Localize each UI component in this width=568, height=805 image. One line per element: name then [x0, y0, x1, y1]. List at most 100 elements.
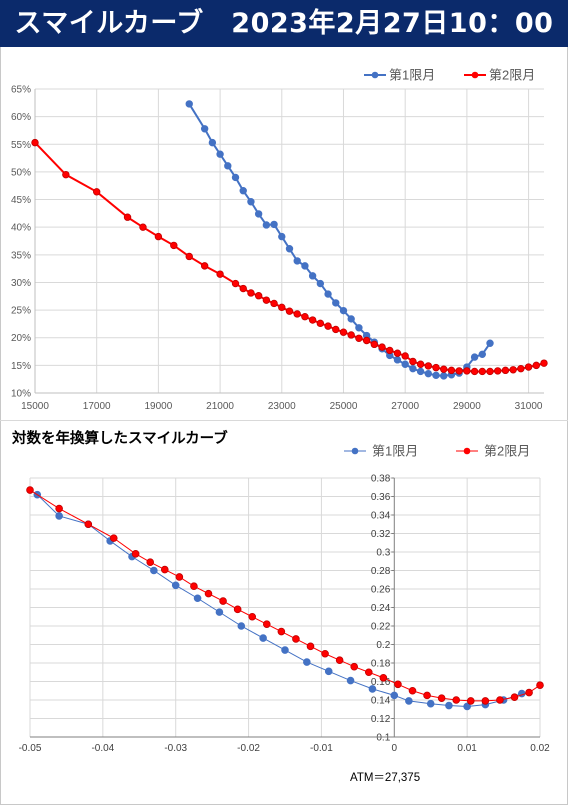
data-point-series-2 [332, 325, 340, 334]
series-line-2 [29, 489, 541, 702]
data-point-series-2 [185, 252, 193, 261]
data-point-series-1 [426, 699, 435, 708]
data-point-series-2 [306, 642, 315, 651]
data-point-series-2 [416, 360, 425, 368]
data-point-series-2 [254, 292, 263, 300]
data-point-series-1 [368, 685, 377, 693]
y-tick-label: 0.12 [371, 714, 391, 725]
data-point-series-2 [292, 635, 300, 643]
data-point-series-2 [350, 662, 359, 671]
data-point-series-2 [301, 313, 309, 321]
data-point-series-1 [224, 162, 232, 170]
y-tick-label: 0.34 [371, 511, 391, 522]
data-point-series-2 [424, 362, 433, 370]
x-tick-label: 29000 [453, 401, 481, 412]
y-tick-label: 45% [11, 195, 31, 206]
x-tick-label: 31000 [515, 401, 543, 412]
x-tick-label: 17000 [83, 401, 111, 412]
data-point-series-2 [501, 366, 510, 375]
data-point-series-2 [409, 357, 417, 366]
data-point-series-2 [321, 649, 329, 658]
data-point-series-1 [247, 198, 255, 206]
data-point-series-2 [175, 573, 184, 581]
legend-label-1: 第1限月 [372, 444, 418, 459]
data-point-series-2 [486, 367, 494, 376]
data-point-series-2 [437, 694, 446, 702]
data-point-series-1 [281, 646, 289, 654]
page-title: スマイルカーブ 2023年2月27日10：00 [0, 0, 568, 47]
data-point-series-1 [316, 279, 325, 288]
data-point-series-1 [259, 634, 267, 642]
data-point-series-2 [536, 681, 544, 690]
series-line-2 [34, 141, 545, 373]
data-point-series-2 [62, 170, 70, 179]
legend-label-1: 第1限月 [389, 68, 435, 83]
data-point-series-2 [84, 520, 93, 529]
data-point-series-1 [293, 257, 301, 265]
data-point-series-2 [378, 343, 386, 351]
data-point-series-1 [270, 220, 278, 229]
data-point-series-2 [423, 691, 431, 700]
data-point-series-1 [278, 232, 286, 241]
data-point-series-2 [540, 359, 548, 367]
data-point-series-1 [332, 299, 340, 307]
data-point-series-1 [486, 339, 494, 347]
data-point-series-2 [393, 349, 402, 357]
data-point-series-1 [308, 272, 317, 280]
y-tick-label: 0.24 [371, 603, 391, 614]
data-point-series-2 [481, 697, 490, 705]
data-point-series-2 [379, 673, 388, 682]
data-point-series-2 [219, 597, 227, 605]
data-point-series-1 [409, 364, 417, 373]
y-tick-label: 50% [11, 167, 31, 178]
data-point-series-1 [463, 702, 471, 711]
data-point-series-2 [278, 303, 286, 312]
data-point-series-2 [510, 693, 519, 702]
data-point-series-2 [466, 697, 475, 705]
x-tick-label: -0.02 [237, 743, 260, 754]
x-tick-label: 19000 [144, 401, 172, 412]
data-point-series-2 [200, 262, 209, 270]
data-point-series-2 [293, 310, 301, 318]
y-tick-label: 60% [11, 112, 31, 123]
series-line-1 [36, 494, 522, 707]
data-point-series-2 [324, 322, 332, 330]
y-tick-label: 0.38 [371, 474, 391, 485]
y-tick-label: 0.22 [371, 622, 391, 633]
legend-marker-2 [471, 71, 479, 79]
data-point-series-2 [233, 605, 242, 614]
legend-label-2: 第2限月 [484, 444, 530, 459]
x-tick-label: 25000 [330, 401, 358, 412]
data-point-series-1 [432, 371, 440, 380]
data-point-series-2 [452, 696, 461, 704]
data-point-series-2 [440, 365, 448, 373]
x-tick-label: -0.05 [19, 743, 42, 754]
divider [0, 420, 568, 421]
data-point-series-1 [150, 566, 158, 575]
data-point-series-2 [248, 612, 257, 621]
data-point-series-1 [424, 369, 433, 378]
data-point-series-2 [455, 367, 463, 375]
y-tick-label: 0.16 [371, 677, 391, 688]
data-point-series-1 [171, 581, 180, 590]
data-point-series-1 [393, 356, 402, 364]
data-point-series-1 [193, 594, 202, 603]
data-point-series-2 [494, 367, 502, 375]
x-tick-label: 23000 [268, 401, 296, 412]
data-point-series-2 [335, 656, 344, 665]
data-point-series-2 [92, 188, 101, 196]
y-tick-label: 0.2 [376, 640, 390, 651]
data-point-series-2 [55, 504, 63, 513]
data-point-series-2 [239, 284, 247, 293]
x-tick-label: 0.02 [530, 743, 550, 754]
data-point-series-2 [355, 334, 363, 342]
data-point-series-2 [131, 550, 140, 558]
data-point-series-2 [231, 279, 240, 288]
data-point-series-2 [347, 331, 355, 339]
data-point-series-2 [154, 232, 163, 241]
data-point-series-1 [254, 210, 263, 218]
data-point-series-1 [390, 691, 399, 700]
data-point-series-2 [123, 213, 132, 221]
data-point-series-2 [362, 336, 371, 345]
data-point-series-1 [237, 622, 246, 630]
